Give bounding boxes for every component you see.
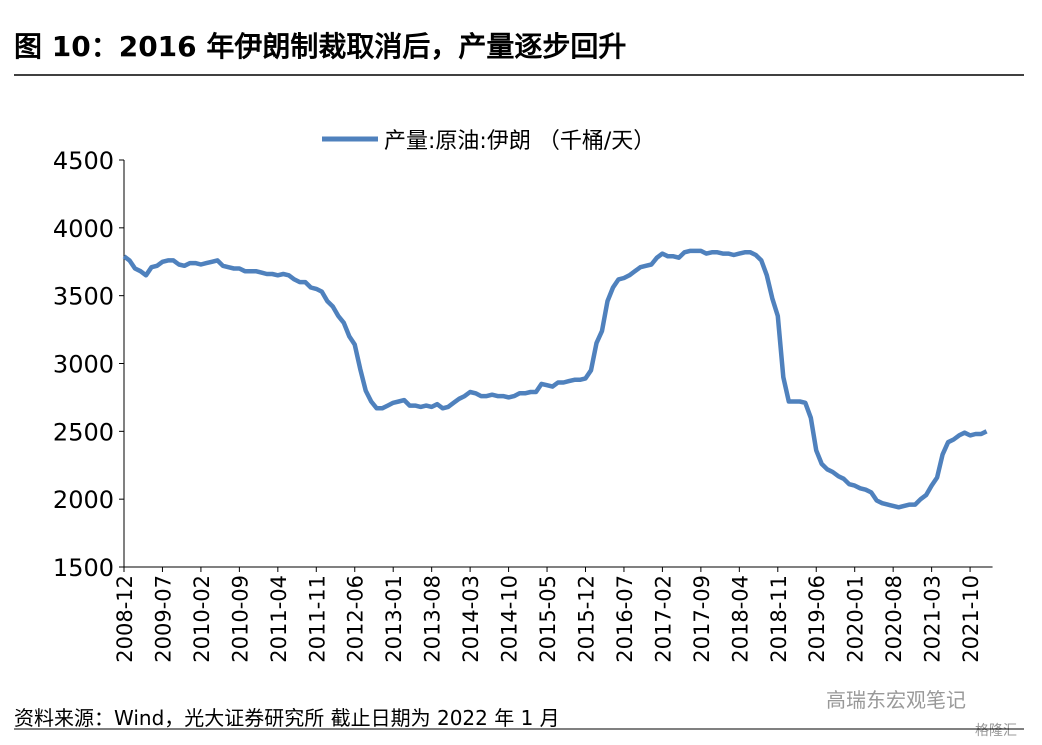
- x-tick-label: 2021-03: [921, 575, 945, 663]
- x-tick-label: 2017-09: [690, 575, 714, 663]
- x-tick-label: 2020-08: [882, 575, 906, 663]
- x-tick-label: 2011-11: [305, 575, 329, 663]
- x-tick-label: 2008-12: [113, 575, 137, 663]
- data-line: [122, 248, 988, 510]
- y-tick-label: 3000: [53, 351, 114, 379]
- y-tick-label: 1500: [53, 554, 114, 582]
- x-tick-label: 2015-12: [574, 575, 598, 663]
- x-tick-label: 2015-05: [536, 575, 560, 663]
- x-tick-label: 2016-07: [613, 575, 637, 663]
- x-tick-label: 2014-03: [459, 575, 483, 663]
- x-tick-label: 2010-02: [190, 575, 214, 663]
- x-tick-label: 2011-04: [267, 575, 291, 663]
- y-tick-label: 2500: [53, 418, 114, 446]
- y-tick-label: 4500: [53, 147, 114, 175]
- x-tick-label: 2013-08: [421, 575, 445, 663]
- x-tick-label: 2010-09: [228, 575, 252, 663]
- watermark: 格隆汇: [975, 723, 1017, 739]
- x-tick-label: 2018-11: [767, 575, 791, 663]
- legend-label: 产量:原油:伊朗 （千桶/天）: [384, 129, 655, 154]
- x-tick-label: 2012-06: [344, 575, 368, 663]
- x-tick-label: 2019-06: [805, 575, 829, 663]
- y-tick-label: 4000: [53, 215, 114, 243]
- x-tick-label: 2014-10: [498, 575, 522, 663]
- x-tick-label: 2018-04: [728, 575, 752, 663]
- y-tick-label: 3500: [53, 283, 114, 311]
- x-tick-label: 2020-01: [844, 575, 868, 663]
- y-tick-label: 2000: [53, 486, 114, 514]
- x-tick-label: 2009-07: [151, 575, 175, 663]
- x-tick-label: 2017-02: [651, 575, 675, 663]
- x-tick-label: 2021-10: [959, 575, 983, 663]
- chart-title: 图 10：2016 年伊朗制裁取消后，产量逐步回升: [14, 30, 626, 63]
- source-note: 资料来源：Wind，光大证券研究所 截止日期为 2022 年 1 月: [14, 706, 560, 730]
- watermark: 高瑞东宏观笔记: [826, 688, 966, 712]
- x-tick-label: 2013-01: [382, 575, 406, 663]
